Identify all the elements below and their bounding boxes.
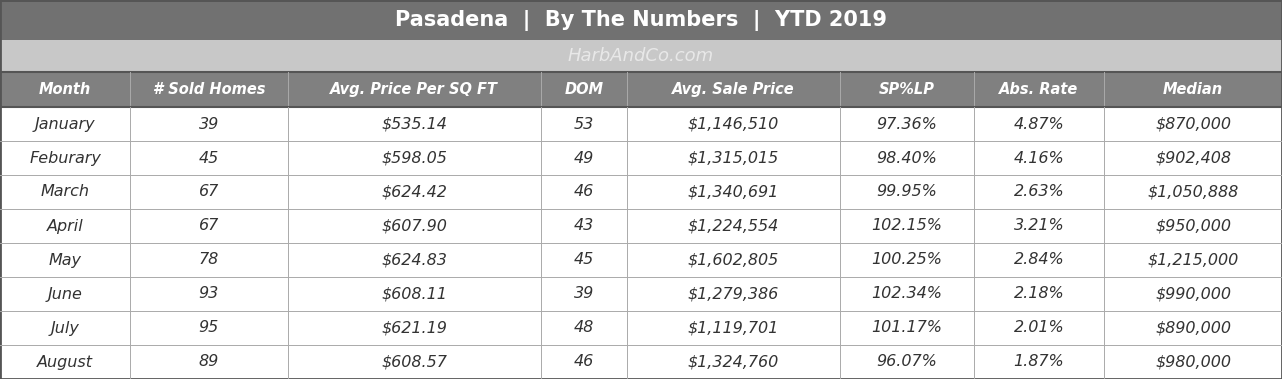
Text: 43: 43 (574, 219, 595, 233)
Text: $990,000: $990,000 (1155, 287, 1231, 302)
Text: $870,000: $870,000 (1155, 116, 1231, 132)
Text: August: August (37, 354, 94, 370)
Text: 2.18%: 2.18% (1014, 287, 1064, 302)
Text: $890,000: $890,000 (1155, 321, 1231, 335)
Text: $1,215,000: $1,215,000 (1147, 252, 1238, 268)
Text: July: July (50, 321, 79, 335)
Text: Avg. Price Per SQ FT: Avg. Price Per SQ FT (331, 82, 499, 97)
Bar (0, 209, 1282, 243)
Text: 49: 49 (574, 150, 595, 166)
Bar (0, 40, 1282, 72)
Text: 100.25%: 100.25% (872, 252, 942, 268)
Text: Abs. Rate: Abs. Rate (999, 82, 1078, 97)
Text: 95: 95 (199, 321, 219, 335)
Text: $1,602,805: $1,602,805 (688, 252, 779, 268)
Bar (0, 175, 1282, 209)
Text: March: March (41, 185, 90, 199)
Text: $621.19: $621.19 (381, 321, 447, 335)
Text: 3.21%: 3.21% (1014, 219, 1064, 233)
Text: $624.83: $624.83 (381, 252, 447, 268)
Text: 99.95%: 99.95% (877, 185, 937, 199)
Text: 4.16%: 4.16% (1014, 150, 1064, 166)
Bar (0, 277, 1282, 311)
Bar (0, 0, 1282, 40)
Text: $598.05: $598.05 (381, 150, 447, 166)
Bar (0, 243, 1282, 277)
Text: 98.40%: 98.40% (877, 150, 937, 166)
Text: 46: 46 (574, 185, 595, 199)
Text: $1,315,015: $1,315,015 (688, 150, 779, 166)
Text: 78: 78 (199, 252, 219, 268)
Text: $1,050,888: $1,050,888 (1147, 185, 1238, 199)
Text: $624.42: $624.42 (381, 185, 447, 199)
Text: DOM: DOM (564, 82, 604, 97)
Text: April: April (46, 219, 83, 233)
Text: 53: 53 (574, 116, 595, 132)
Text: $1,224,554: $1,224,554 (688, 219, 779, 233)
Text: $535.14: $535.14 (381, 116, 447, 132)
Text: Feburary: Feburary (29, 150, 101, 166)
Text: 93: 93 (199, 287, 219, 302)
Text: June: June (47, 287, 82, 302)
Text: January: January (35, 116, 95, 132)
Text: 102.15%: 102.15% (872, 219, 942, 233)
Bar (0, 345, 1282, 379)
Text: 2.84%: 2.84% (1014, 252, 1064, 268)
Text: 1.87%: 1.87% (1014, 354, 1064, 370)
Text: May: May (49, 252, 82, 268)
Text: Avg. Sale Price: Avg. Sale Price (672, 82, 795, 97)
Text: 96.07%: 96.07% (877, 354, 937, 370)
Text: $1,119,701: $1,119,701 (688, 321, 779, 335)
Text: $608.57: $608.57 (381, 354, 447, 370)
Text: Pasadena  |  By The Numbers  |  YTD 2019: Pasadena | By The Numbers | YTD 2019 (395, 9, 887, 30)
Text: 46: 46 (574, 354, 595, 370)
Bar (0, 141, 1282, 175)
Text: $1,146,510: $1,146,510 (688, 116, 779, 132)
Text: 45: 45 (199, 150, 219, 166)
Text: 45: 45 (574, 252, 595, 268)
Text: 39: 39 (574, 287, 595, 302)
Text: SP%LP: SP%LP (878, 82, 935, 97)
Text: 97.36%: 97.36% (877, 116, 937, 132)
Text: $1,279,386: $1,279,386 (688, 287, 779, 302)
Text: 2.63%: 2.63% (1014, 185, 1064, 199)
Text: $902,408: $902,408 (1155, 150, 1231, 166)
Text: 39: 39 (199, 116, 219, 132)
Text: $950,000: $950,000 (1155, 219, 1231, 233)
Text: Month: Month (38, 82, 91, 97)
Text: 67: 67 (199, 185, 219, 199)
Text: 67: 67 (199, 219, 219, 233)
Text: $608.11: $608.11 (381, 287, 447, 302)
Bar (0, 72, 1282, 107)
Text: 4.87%: 4.87% (1014, 116, 1064, 132)
Text: 2.01%: 2.01% (1014, 321, 1064, 335)
Text: HarbAndCo.com: HarbAndCo.com (568, 47, 714, 65)
Text: # Sold Homes: # Sold Homes (153, 82, 265, 97)
Bar (0, 311, 1282, 345)
Text: $1,324,760: $1,324,760 (688, 354, 779, 370)
Text: 102.34%: 102.34% (872, 287, 942, 302)
Text: 48: 48 (574, 321, 595, 335)
Text: $1,340,691: $1,340,691 (688, 185, 779, 199)
Bar (0, 107, 1282, 141)
Text: $980,000: $980,000 (1155, 354, 1231, 370)
Text: 89: 89 (199, 354, 219, 370)
Text: Median: Median (1163, 82, 1223, 97)
Text: $607.90: $607.90 (381, 219, 447, 233)
Text: 101.17%: 101.17% (872, 321, 942, 335)
